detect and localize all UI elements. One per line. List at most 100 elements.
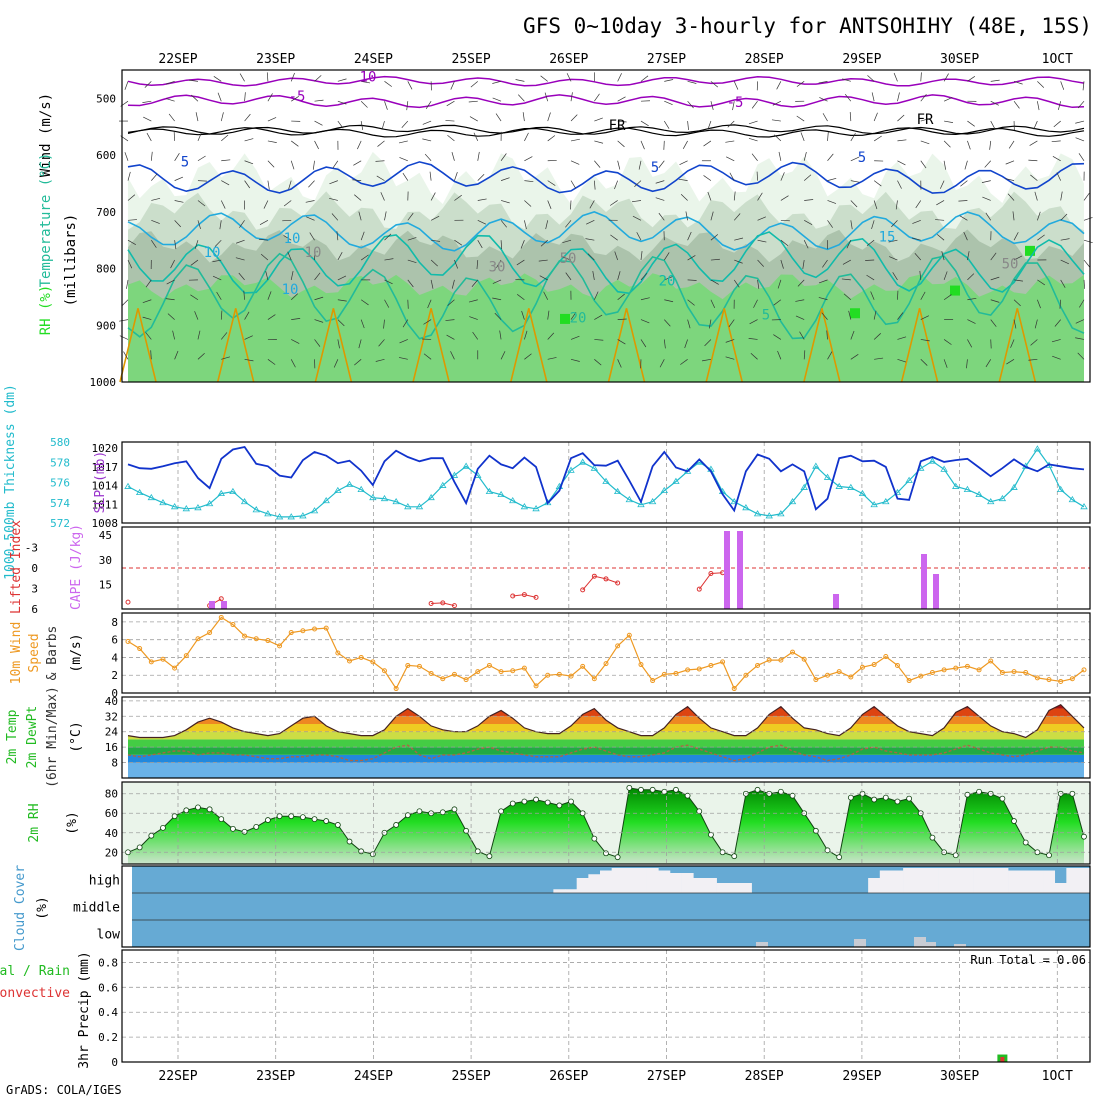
wind-barb (871, 92, 875, 102)
wind-barb (935, 219, 945, 221)
wind-barb (866, 274, 875, 281)
wind-barb (332, 160, 339, 169)
wind-barb (544, 92, 549, 102)
wind-barb (1037, 101, 1040, 111)
wind-barb (238, 272, 245, 281)
wind-barb (664, 276, 673, 281)
wind-barb (990, 100, 999, 106)
credit-label: GrADS: COLA/IGES (6, 1083, 122, 1097)
wind-barb (197, 330, 201, 340)
rh-patch (850, 308, 860, 319)
wind-barb (194, 240, 199, 249)
wind-barb (822, 113, 828, 122)
wind-barb (492, 81, 502, 84)
contour-label: 10 (282, 282, 299, 298)
rh-point (195, 804, 201, 811)
wind-barb (640, 339, 647, 348)
date-label-top: 23SEP (256, 52, 295, 67)
wind-barb (1037, 234, 1045, 241)
wind-barb (407, 279, 414, 288)
wind-barb (821, 312, 828, 320)
rh-point (614, 854, 621, 861)
wind-barb (728, 319, 735, 328)
wind-barb (729, 172, 735, 181)
contour-label: 20 (659, 274, 676, 290)
wind-barb (378, 339, 385, 347)
wind-barb (142, 299, 152, 304)
cloud-high-bar (984, 868, 997, 893)
thickness-point (509, 496, 517, 504)
date-label-bottom: 23SEP (256, 1069, 295, 1084)
wind-barb (126, 279, 129, 289)
wind-barb (617, 271, 621, 280)
wind-barb (309, 232, 315, 241)
wind-barb (920, 93, 927, 102)
wind-barb (593, 180, 596, 190)
surface-isotherm (412, 308, 450, 383)
wind-barb (803, 151, 807, 161)
wind-barb (407, 237, 417, 241)
wind-barb (402, 319, 409, 328)
wind-barb (959, 215, 968, 221)
cloud-high-bar (553, 889, 566, 893)
wind-barb (127, 171, 131, 181)
cloud-label-b: (%) (35, 896, 50, 919)
temp-band (128, 724, 1084, 732)
wind-barb (217, 92, 222, 102)
wind-barb (358, 339, 362, 349)
wind-barb (842, 78, 851, 82)
wind-barb (920, 359, 928, 366)
wind-barb (450, 81, 455, 90)
wind-barb (920, 160, 927, 169)
thickness-point (182, 505, 190, 512)
thickness-point (963, 485, 972, 492)
wind-barb (687, 121, 689, 131)
wind-barb (709, 319, 712, 329)
wind-barb (407, 212, 414, 221)
wind-speed-point (615, 643, 621, 649)
rh-point (894, 798, 901, 805)
li-line (698, 572, 723, 590)
wind-barb (566, 73, 572, 82)
wind-barb (427, 299, 432, 309)
wind-barb (594, 359, 602, 366)
date-label-top: 29SEP (842, 52, 881, 67)
contour-label: 30 (489, 259, 506, 275)
wind-speed-point (148, 659, 154, 665)
cape-tick: 45 (99, 529, 112, 542)
rh-point (976, 788, 982, 795)
cloud-high-bar (973, 868, 986, 893)
temp-label-b: 2m DewPt (25, 706, 40, 769)
wind-barb (985, 212, 992, 221)
wind-barb (640, 75, 649, 82)
cape-bar (209, 601, 215, 609)
thickness-point (625, 495, 634, 503)
wind-speed-point (510, 668, 516, 674)
contour-label: 50 (1002, 257, 1019, 273)
cloud-high-bar (1031, 870, 1044, 893)
wind-speed-point (265, 638, 271, 644)
wind-barb (803, 174, 812, 181)
thickness-point (847, 483, 855, 490)
wind-barb (943, 339, 952, 345)
wind-barb (212, 275, 222, 281)
date-label-top: 28SEP (745, 52, 784, 67)
wind-barb (1083, 217, 1093, 221)
wind-barb (586, 220, 595, 225)
wind-barb (538, 259, 548, 262)
wind-barb (216, 291, 222, 300)
wind-barb (570, 335, 580, 340)
thickness-point (975, 490, 983, 498)
thickness-point (240, 497, 249, 505)
cloud-high-bar (1054, 883, 1067, 893)
thickness-point (928, 457, 937, 464)
rh-point (964, 791, 971, 798)
wind-barb (454, 171, 458, 181)
wind-barb (123, 351, 129, 360)
rh-point (463, 827, 469, 834)
wind-barb (212, 259, 222, 263)
wind-barb (468, 100, 478, 103)
rh-point (603, 850, 609, 857)
isotherm-line (127, 124, 1085, 135)
wind-barb (220, 310, 223, 320)
